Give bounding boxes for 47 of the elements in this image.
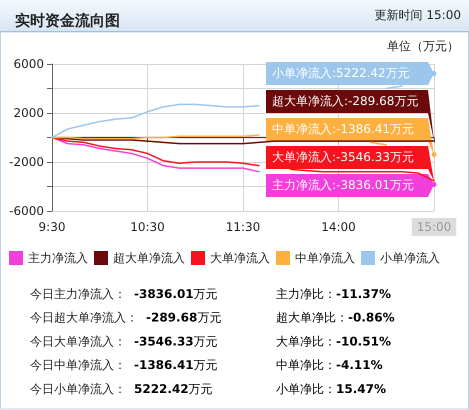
x-tick-label: 15:00 xyxy=(416,220,452,234)
text: 今日中单净流入： xyxy=(30,358,126,372)
legend-label: 主力净流入 xyxy=(28,251,88,265)
annotation: 小单净流入:5222.42万元 xyxy=(272,66,410,80)
text: 主力净比： xyxy=(276,287,336,301)
annotation: 大单净流入:-3546.33万元 xyxy=(272,150,414,164)
y-tick-label: 2000 xyxy=(13,106,44,120)
text: 今日小单净流入： xyxy=(30,382,126,396)
legend-label: 超大单净流入 xyxy=(113,251,185,265)
text: 小单净比： xyxy=(276,382,336,396)
legend-label: 小单净流入 xyxy=(380,251,440,265)
text: -11.37% xyxy=(336,287,391,301)
text: -289.68 xyxy=(146,310,198,325)
annotation: 中单净流入:-1386.41万元 xyxy=(272,122,414,136)
text: 万元 xyxy=(194,358,218,372)
legend-label: 中单净流入 xyxy=(295,251,355,265)
text: 超大单净比： xyxy=(276,310,348,325)
text: 5222.42 xyxy=(134,382,189,396)
text: 万元 xyxy=(194,287,218,301)
legend-label: 大单净流入 xyxy=(210,251,270,265)
chart-title: 实时资金流向图 xyxy=(15,12,120,30)
text: 今日主力净流入： xyxy=(30,287,126,301)
text: -1386.41 xyxy=(134,358,194,372)
annotation: 主力净流入:-3836.01万元 xyxy=(272,178,414,192)
text: -0.86% xyxy=(348,310,395,325)
text: 今日大单净流入： xyxy=(30,334,126,348)
annotation: 超大单净流入:-289.68万元 xyxy=(272,94,418,108)
text: 今日超大单净流入： xyxy=(30,310,138,325)
text: -3836.01 xyxy=(134,287,194,301)
y-tick-label: -6000 xyxy=(9,204,44,218)
x-tick-label: 14:00 xyxy=(321,220,356,234)
text: -4.11% xyxy=(336,358,383,372)
text: 万元 xyxy=(197,310,222,325)
y-axis-title: 单位（万元） xyxy=(387,39,459,53)
text: -10.51% xyxy=(336,334,391,348)
chart-subtitle: 更新时间 15:00 xyxy=(374,8,462,22)
text: 大单净比： xyxy=(276,334,336,348)
text: 中单净比： xyxy=(276,358,336,372)
x-tick-label: 10:30 xyxy=(130,220,165,234)
text: 万元 xyxy=(188,382,213,396)
y-tick-label: -2000 xyxy=(9,155,44,169)
x-tick-label: 11:30 xyxy=(226,220,260,234)
text: -3546.33 xyxy=(134,334,194,348)
text: 15.47% xyxy=(336,382,386,396)
y-tick-label: 6000 xyxy=(13,57,44,71)
text: 万元 xyxy=(194,334,218,348)
x-tick-label: 9:30 xyxy=(38,220,66,234)
